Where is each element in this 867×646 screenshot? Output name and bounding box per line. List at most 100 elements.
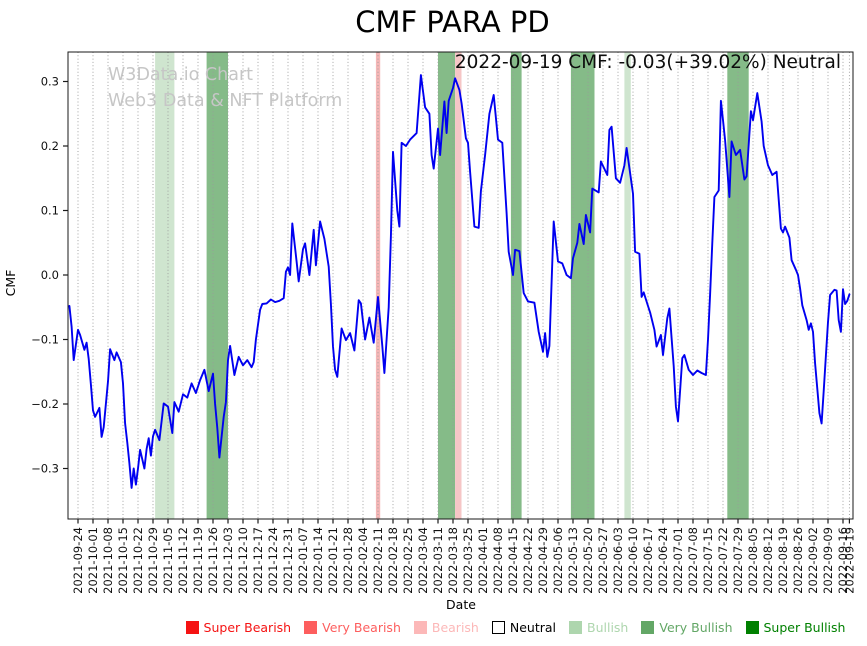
watermark-line1: W3Data.io Chart [108,65,254,85]
x-tick-label: 2022-09-16 [836,527,850,594]
signal-band [570,52,595,519]
legend-label: Very Bearish [322,620,401,635]
legend-label: Bearish [431,620,479,635]
x-tick-label: 2022-07-22 [716,527,730,594]
legend-item-bullish: Bullish [569,620,628,635]
x-tick-label: 2021-10-15 [116,527,130,594]
y-tick-label: −0.2 [31,397,59,411]
legend-swatch [569,621,582,634]
x-tick-label: 2022-04-29 [536,527,550,594]
x-tick-label: 2022-02-25 [401,527,415,594]
legend: Super Bearish Very Bearish Bearish Neutral B… [170,620,861,635]
x-tick-label: 2022-01-14 [311,527,325,594]
signal-band [206,52,228,519]
legend-item-super-bullish: Super Bullish [745,620,846,635]
x-tick-label: 2022-02-04 [356,527,370,594]
x-tick-label: 2022-09-02 [806,527,820,594]
watermark-line2: Web3 Data & NFT Platform [108,91,343,111]
y-tick-label: −0.1 [31,333,59,347]
y-tick-label: 0.3 [41,75,59,89]
x-tick-label: 2021-12-24 [266,527,280,594]
x-tick-label: 2022-03-04 [416,527,430,594]
x-tick-label: 2022-03-18 [446,527,460,594]
signal-band [455,52,462,519]
x-tick-label: 2022-01-07 [296,527,310,594]
legend-label: Super Bullish [763,620,846,635]
legend-item-super-bearish: Super Bearish [185,620,292,635]
x-tick-label: 2022-06-10 [626,527,640,594]
plot-border [67,51,854,520]
legend-label: Neutral [509,620,556,635]
legend-swatch [304,621,318,634]
x-tick-label: 2022-07-15 [701,527,715,594]
legend-swatch [641,621,655,634]
x-tick-label: 2022-05-20 [581,527,595,594]
x-tick-label: 2022-03-11 [431,527,445,594]
legend-swatch [413,621,427,634]
latest-value-annotation: 2022-09-19 CMF: -0.03(+39.02%) Neutral [454,52,841,73]
legend-swatch [745,621,759,634]
y-tick-label: 0.1 [41,204,59,218]
x-tick-label: 2022-07-08 [686,527,700,594]
x-tick-label: 2022-03-25 [461,527,475,594]
x-tick-label: 2021-11-12 [176,527,190,594]
signal-band [375,52,381,519]
x-tick-label: 2022-08-19 [776,527,790,594]
x-tick-label: 2022-07-29 [731,527,745,594]
x-tick-label: 2021-09-24 [71,527,85,594]
x-tick-label: 2021-12-17 [251,527,265,594]
x-tick-label: 2022-02-18 [386,527,400,594]
x-tick-label: 2021-11-05 [161,527,175,594]
x-tick-label: 2021-10-01 [86,527,100,594]
legend-item-bearish: Bearish [413,620,479,635]
x-tick-label: 2022-08-12 [761,527,775,594]
legend-swatch [185,621,199,634]
signal-band [438,52,456,519]
x-tick-label: 2021-10-29 [146,527,160,594]
x-tick-label: 2022-08-05 [746,527,760,594]
legend-label: Very Bullish [659,620,733,635]
legend-item-very-bullish: Very Bullish [641,620,733,635]
x-tick-label: 2022-05-13 [566,527,580,594]
x-tick-label: 2022-07-01 [671,527,685,594]
x-tick-label: 2022-05-06 [551,527,565,594]
x-tick-label: 2021-10-22 [131,527,145,594]
cmf-line [68,74,851,489]
x-tick-label: 2022-04-08 [491,527,505,594]
x-tick-label: 2022-08-26 [791,527,805,594]
x-tick-label: 2021-11-19 [191,527,205,594]
legend-label: Bullish [587,620,629,635]
x-tick-label: 2022-01-28 [341,527,355,594]
x-tick-label: 2022-09-19 [842,527,856,594]
x-tick-label: 2022-06-03 [611,527,625,594]
signal-band [510,52,522,519]
x-tick-label: 2022-04-01 [476,527,490,594]
x-tick-label: 2022-04-22 [521,527,535,594]
legend-swatch [491,621,505,634]
x-tick-label: 2021-12-31 [281,527,295,594]
x-axis-label: Date [446,597,476,612]
signal-band [155,52,175,519]
watermark: W3Data.io Chart Web3 Data & NFT Platform [108,62,342,114]
x-tick-label: 2021-11-26 [206,527,220,594]
x-tick-label: 2022-05-27 [596,527,610,594]
signal-band [624,52,631,519]
x-tick-label: 2021-12-10 [236,527,250,594]
y-tick-label: 0.0 [41,268,59,282]
x-tick-label: 2022-04-15 [506,527,520,594]
legend-item-very-bearish: Very Bearish [304,620,401,635]
y-tick-label: −0.3 [31,462,59,476]
x-tick-label: 2022-06-17 [641,527,655,594]
y-axis-label: CMF [3,270,18,297]
chart-title: CMF PARA PD [355,5,550,39]
x-tick-label: 2022-02-11 [371,527,385,594]
x-tick-label: 2022-06-24 [656,527,670,594]
x-tick-label: 2022-09-09 [821,527,835,594]
legend-item-neutral: Neutral [491,620,556,635]
legend-label: Super Bearish [203,620,292,635]
y-tick-label: 0.2 [41,139,59,153]
x-tick-label: 2021-12-03 [221,527,235,594]
x-tick-label: 2022-01-21 [326,527,340,594]
